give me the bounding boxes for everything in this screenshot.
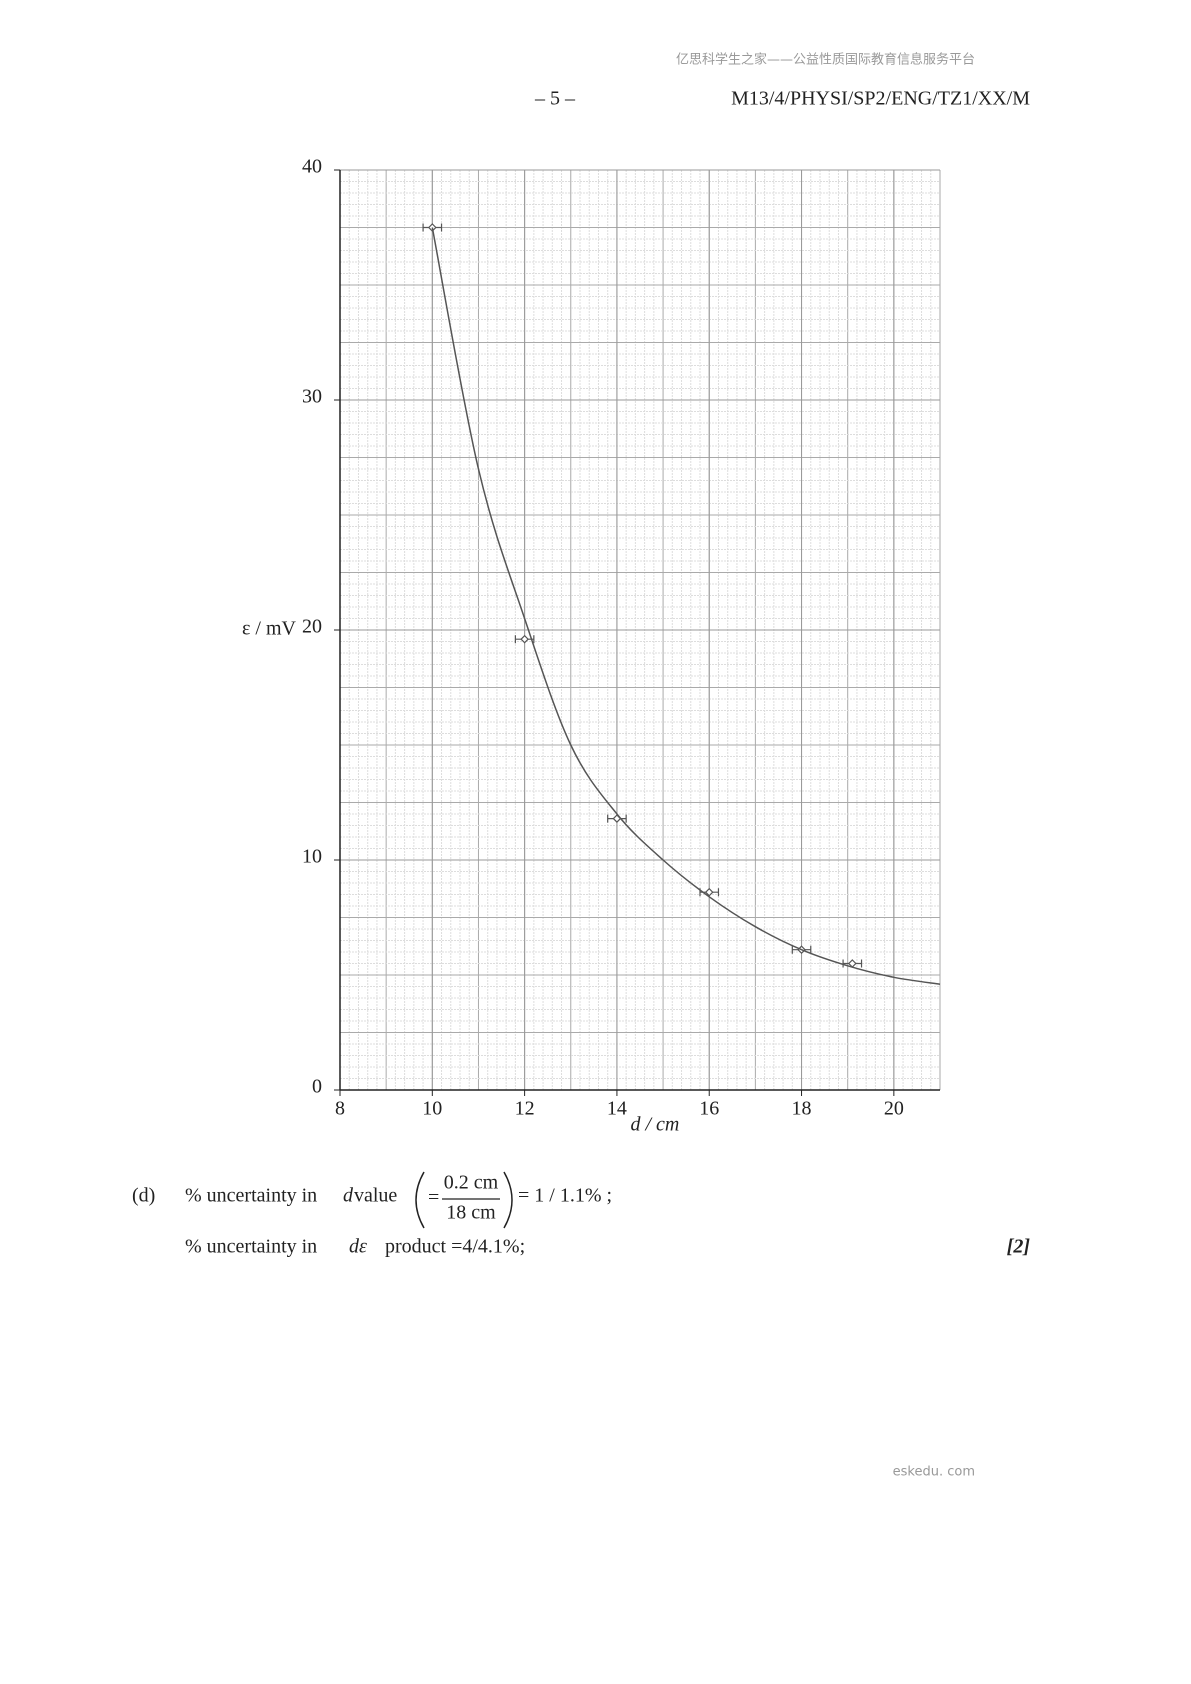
footer: eskedu. com <box>893 1465 975 1480</box>
text: % uncertainty in <box>185 1236 317 1258</box>
x-tick-label: 12 <box>515 1098 535 1120</box>
data-point <box>520 634 529 644</box>
x-tick-label: 20 <box>884 1098 904 1120</box>
y-tick-label: 30 <box>302 386 322 408</box>
fit-curve <box>431 227 941 985</box>
variable: d <box>343 1185 354 1207</box>
y-tick-label: 10 <box>302 846 322 868</box>
x-tick-label: 18 <box>792 1098 812 1120</box>
equals: = <box>428 1187 439 1209</box>
part-label: (d) <box>132 1185 155 1207</box>
data-point <box>847 959 857 968</box>
x-axis-label: d / cm <box>630 1114 679 1136</box>
numerator: 0.2 cm <box>444 1172 499 1194</box>
text: value <box>354 1185 397 1207</box>
chart: 8 10 12 14 16 18 20 0 10 20 30 40 d / cm ε / mV <box>242 156 941 1136</box>
data-point <box>704 887 714 897</box>
denominator: 18 cm <box>446 1202 496 1224</box>
x-tick-label: 16 <box>699 1098 719 1120</box>
text: % uncertainty in <box>185 1185 317 1207</box>
variable: dε <box>349 1236 367 1258</box>
paren <box>415 1171 425 1229</box>
x-tick-label: 10 <box>422 1098 442 1120</box>
watermark: 亿思科学生之家——公益性质国际教育信息服务平台 <box>676 52 975 68</box>
marks: [2] <box>1007 1236 1031 1258</box>
page-number: – 5 – <box>534 88 576 110</box>
text: product =4/4.1%; <box>385 1236 525 1258</box>
y-axis-label: ε / mV <box>242 618 297 640</box>
paren <box>503 1171 513 1229</box>
paper-code: M13/4/PHYSI/SP2/ENG/TZ1/XX/M <box>731 88 1030 110</box>
x-tick-label: 14 <box>607 1098 627 1120</box>
y-tick-label: 20 <box>302 616 322 638</box>
y-tick-label: 0 <box>312 1076 322 1098</box>
x-tick-label: 8 <box>335 1098 345 1120</box>
y-tick-label: 40 <box>302 156 322 178</box>
result: = 1 / 1.1% ; <box>518 1185 612 1207</box>
